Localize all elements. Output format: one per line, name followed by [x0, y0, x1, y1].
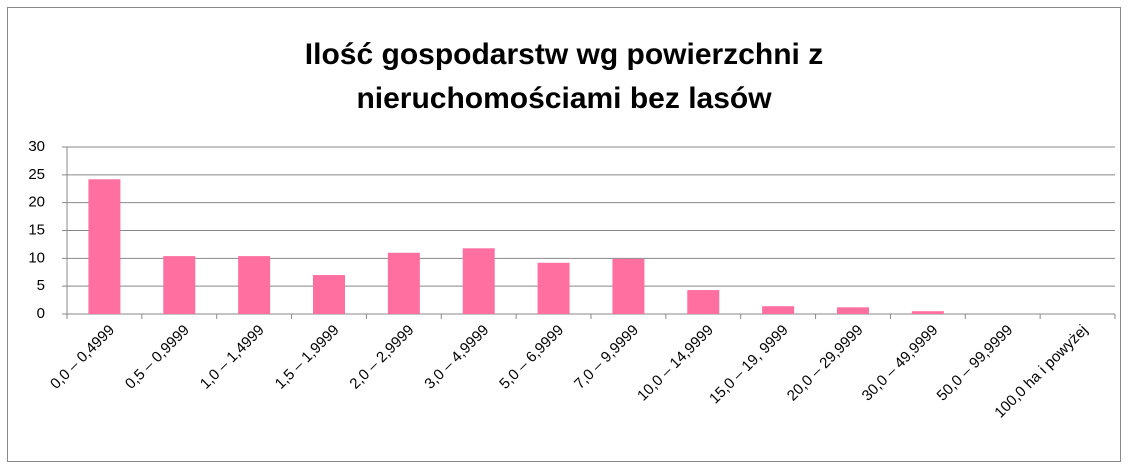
x-tick-label: 20,0 – 29,9999 [784, 322, 867, 405]
bar [163, 256, 196, 314]
x-tick-label: 1,5 – 1,9999 [272, 322, 343, 393]
bar [837, 307, 869, 314]
y-tick-label: 0 [37, 305, 45, 322]
x-tick-label: 0,5 – 0,9999 [122, 322, 193, 393]
x-tick-label: 30,0 – 49,9999 [859, 322, 942, 405]
x-tick-label: 50,0 – 99,9999 [934, 322, 1017, 405]
y-tick-label: 15 [28, 221, 45, 238]
x-tick-label: 7,0 – 9,9999 [571, 322, 642, 393]
bar [537, 262, 570, 314]
y-tick-label: 25 [28, 166, 45, 183]
bar [313, 275, 345, 314]
y-tick-label: 30 [28, 138, 45, 155]
chart-frame [7, 7, 1121, 462]
bar [88, 179, 121, 314]
x-tick-label: 1,0 – 1,4999 [197, 322, 268, 393]
bar [462, 248, 495, 314]
bar [687, 290, 720, 314]
x-tick-label: 15,0 – 19, 9999 [706, 322, 792, 408]
x-tick-label: 10,0 – 14,9999 [634, 322, 717, 405]
bar [238, 256, 271, 314]
y-tick-label: 5 [37, 277, 45, 294]
x-tick-label: 2,0 – 2,9999 [346, 322, 417, 393]
x-tick-label: 0,0 – 0,4999 [47, 322, 118, 393]
x-tick-label: 3,0 – 4,9999 [421, 322, 492, 393]
bar [387, 252, 420, 314]
bar [762, 306, 795, 314]
bar [911, 311, 944, 314]
y-tick-label: 10 [28, 249, 45, 266]
x-tick-label: 5,0 – 6,9999 [496, 322, 567, 393]
y-tick-label: 20 [28, 194, 45, 211]
bar [612, 258, 645, 314]
chart-title: Ilość gospodarstw wg powierzchni z nieru… [304, 38, 824, 115]
